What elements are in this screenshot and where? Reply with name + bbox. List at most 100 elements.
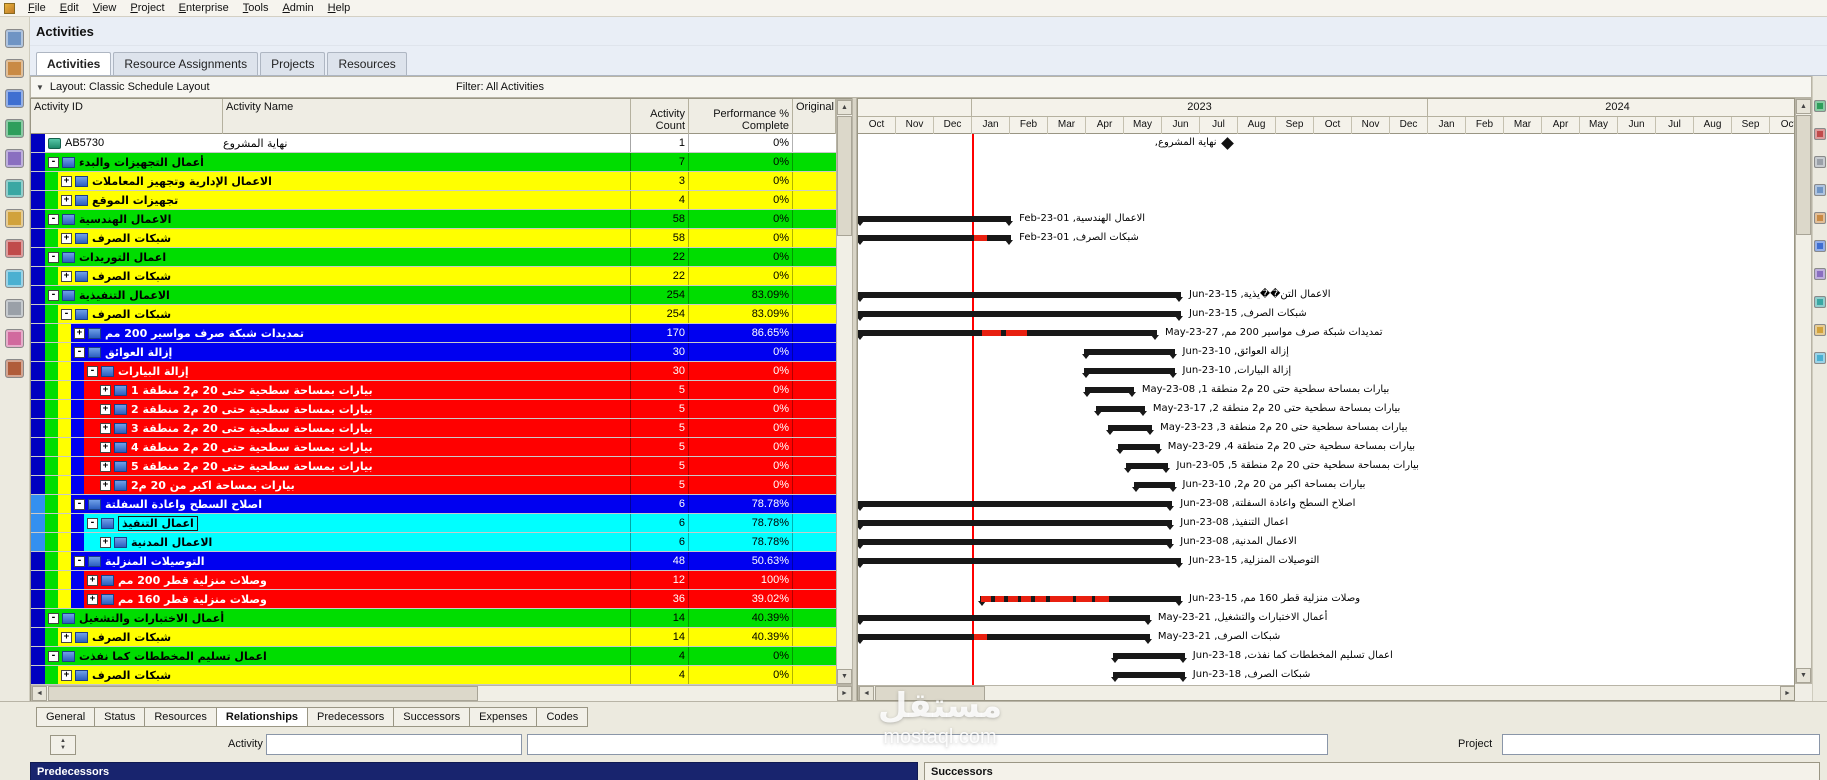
scroll-left-icon[interactable]: ◄ bbox=[859, 686, 874, 700]
tab-projects[interactable]: Projects bbox=[260, 52, 326, 75]
table-row[interactable]: + شبكات الصرف 58 0% bbox=[31, 229, 836, 248]
predecessors-panel-header[interactable]: Predecessors bbox=[30, 762, 918, 780]
expand-icon[interactable]: + bbox=[87, 574, 98, 586]
collapse-icon[interactable]: - bbox=[48, 213, 59, 225]
summary-bar[interactable] bbox=[858, 235, 1014, 245]
table-row[interactable]: - الاعمال التنفيذية 254 83.09% bbox=[31, 286, 836, 305]
collapse-icon[interactable]: - bbox=[48, 650, 59, 662]
table-row[interactable]: - اعمال تسليم المخططات كما نفذت 4 0% bbox=[31, 647, 836, 666]
spinner-up-icon[interactable]: ▲ bbox=[60, 738, 66, 744]
column-header-performance-complete[interactable]: Performance % Complete bbox=[689, 99, 793, 134]
projects-icon[interactable] bbox=[5, 89, 24, 108]
thresholds-icon[interactable] bbox=[5, 299, 24, 318]
menu-tools[interactable]: Tools bbox=[242, 2, 269, 14]
paste-icon[interactable] bbox=[1814, 212, 1826, 224]
collapse-icon[interactable]: - bbox=[87, 365, 98, 377]
collapse-icon[interactable]: - bbox=[48, 156, 59, 168]
column-header-activity-name[interactable]: Activity Name bbox=[223, 99, 631, 134]
cut-icon[interactable] bbox=[1814, 156, 1826, 168]
scroll-up-icon[interactable]: ▲ bbox=[1796, 99, 1811, 114]
scroll-right-icon[interactable]: ► bbox=[1780, 686, 1794, 700]
tab-resources[interactable]: Resources bbox=[327, 52, 407, 75]
summary-bar[interactable] bbox=[858, 558, 1183, 568]
table-row[interactable]: + تجهيزات الموقع 4 0% bbox=[31, 191, 836, 210]
table-row[interactable]: + بيارات بمساحة اكبر من 20 م2 5 0% bbox=[31, 476, 836, 495]
summary-bar[interactable] bbox=[858, 292, 1183, 302]
collapse-icon[interactable]: - bbox=[74, 555, 85, 567]
table-row[interactable]: - اعمال التوريدات 22 0% bbox=[31, 248, 836, 267]
detail-tab-codes[interactable]: Codes bbox=[536, 707, 589, 727]
spinner-down-icon[interactable]: ▼ bbox=[60, 745, 66, 751]
table-row[interactable]: + وصلات منزلية قطر 160 مم 36 39.02% bbox=[31, 590, 836, 609]
delete-icon[interactable] bbox=[1814, 128, 1826, 140]
expand-icon[interactable]: + bbox=[61, 669, 72, 681]
summarize-icon[interactable] bbox=[1814, 296, 1826, 308]
menu-view[interactable]: View bbox=[92, 2, 117, 14]
collapse-icon[interactable]: - bbox=[87, 517, 98, 529]
table-row[interactable]: AB5730 نهاية المشروع 1 0% bbox=[31, 134, 836, 153]
menu-file[interactable]: File bbox=[28, 2, 46, 14]
column-header-original[interactable]: Original bbox=[793, 99, 836, 134]
wps-docs-icon[interactable] bbox=[5, 59, 24, 78]
assignments-icon[interactable] bbox=[5, 239, 24, 258]
collapse-icon[interactable]: - bbox=[48, 289, 59, 301]
detail-tab-resources[interactable]: Resources bbox=[144, 707, 216, 727]
expand-icon[interactable]: + bbox=[100, 441, 111, 453]
collapse-icon[interactable]: - bbox=[48, 251, 59, 263]
expand-icon[interactable]: + bbox=[100, 536, 111, 548]
summary-bar[interactable] bbox=[977, 596, 1184, 606]
successors-panel-header[interactable]: Successors bbox=[924, 762, 1820, 780]
summary-bar[interactable] bbox=[1123, 463, 1170, 473]
summary-bar[interactable] bbox=[1082, 368, 1177, 378]
summary-bar[interactable] bbox=[858, 634, 1152, 644]
expand-icon[interactable]: + bbox=[61, 631, 72, 643]
summary-bar[interactable] bbox=[858, 501, 1175, 511]
wbs-icon[interactable] bbox=[5, 209, 24, 228]
column-header-activity-id[interactable]: Activity ID bbox=[31, 99, 223, 134]
scroll-right-icon[interactable]: ► bbox=[837, 686, 852, 701]
table-row[interactable]: + شبكات الصرف 4 0% bbox=[31, 666, 836, 685]
detail-tab-relationships[interactable]: Relationships bbox=[215, 707, 308, 727]
detail-tab-successors[interactable]: Successors bbox=[393, 707, 470, 727]
column-header-activity-count[interactable]: Activity Count bbox=[631, 99, 689, 134]
expand-icon[interactable]: + bbox=[61, 232, 72, 244]
table-row[interactable]: - أعمال التجهيزات والبدء 7 0% bbox=[31, 153, 836, 172]
expand-icon[interactable]: + bbox=[74, 327, 85, 339]
activities-view-icon[interactable] bbox=[5, 29, 24, 48]
detail-tab-expenses[interactable]: Expenses bbox=[469, 707, 537, 727]
detail-tab-general[interactable]: General bbox=[36, 707, 95, 727]
scroll-thumb[interactable] bbox=[1796, 115, 1811, 235]
zoom-icon[interactable] bbox=[1814, 352, 1826, 364]
collapse-icon[interactable]: - bbox=[48, 612, 59, 624]
copy-icon[interactable] bbox=[1814, 184, 1826, 196]
expand-icon[interactable]: + bbox=[100, 403, 111, 415]
table-row[interactable]: + تمديدات شبكة صرف مواسير 200 مم 170 86.65% bbox=[31, 324, 836, 343]
table-row[interactable]: - إزالة العوائق 30 0% bbox=[31, 343, 836, 362]
summary-bar[interactable] bbox=[1131, 482, 1177, 492]
tab-activities[interactable]: Activities bbox=[36, 52, 112, 75]
risks-icon[interactable] bbox=[5, 359, 24, 378]
layout-options-bar[interactable]: ▼ Layout: Classic Schedule Layout Filter… bbox=[30, 76, 1812, 98]
summary-bar[interactable] bbox=[858, 539, 1175, 549]
table-row[interactable]: + شبكات الصرف 14 40.39% bbox=[31, 628, 836, 647]
table-row[interactable]: - إزالة البيارات 30 0% bbox=[31, 362, 836, 381]
table-row[interactable]: - الاعمال الهندسية 58 0% bbox=[31, 210, 836, 229]
summary-bar[interactable] bbox=[1110, 672, 1187, 682]
table-row[interactable]: - اصلاح السطح واعادة السفلتة 6 78.78% bbox=[31, 495, 836, 514]
expand-icon[interactable]: + bbox=[100, 422, 111, 434]
level-resources-icon[interactable] bbox=[1814, 268, 1826, 280]
scroll-left-icon[interactable]: ◄ bbox=[32, 686, 47, 701]
gantt-vertical-scrollbar[interactable]: ▲ ▼ bbox=[1795, 98, 1812, 684]
menu-help[interactable]: Help bbox=[327, 2, 351, 14]
table-row[interactable]: + شبكات الصرف 22 0% bbox=[31, 267, 836, 286]
summary-bar[interactable] bbox=[858, 520, 1175, 530]
table-row[interactable]: - أعمال الاختبارات والتشغيل 14 40.39% bbox=[31, 609, 836, 628]
project-field[interactable] bbox=[1502, 734, 1820, 755]
expand-icon[interactable]: + bbox=[100, 384, 111, 396]
spotlight-icon[interactable] bbox=[1814, 324, 1826, 336]
table-row[interactable]: + وصلات منزلية قطر 200 مم 12 100% bbox=[31, 571, 836, 590]
tracking-icon[interactable] bbox=[5, 179, 24, 198]
